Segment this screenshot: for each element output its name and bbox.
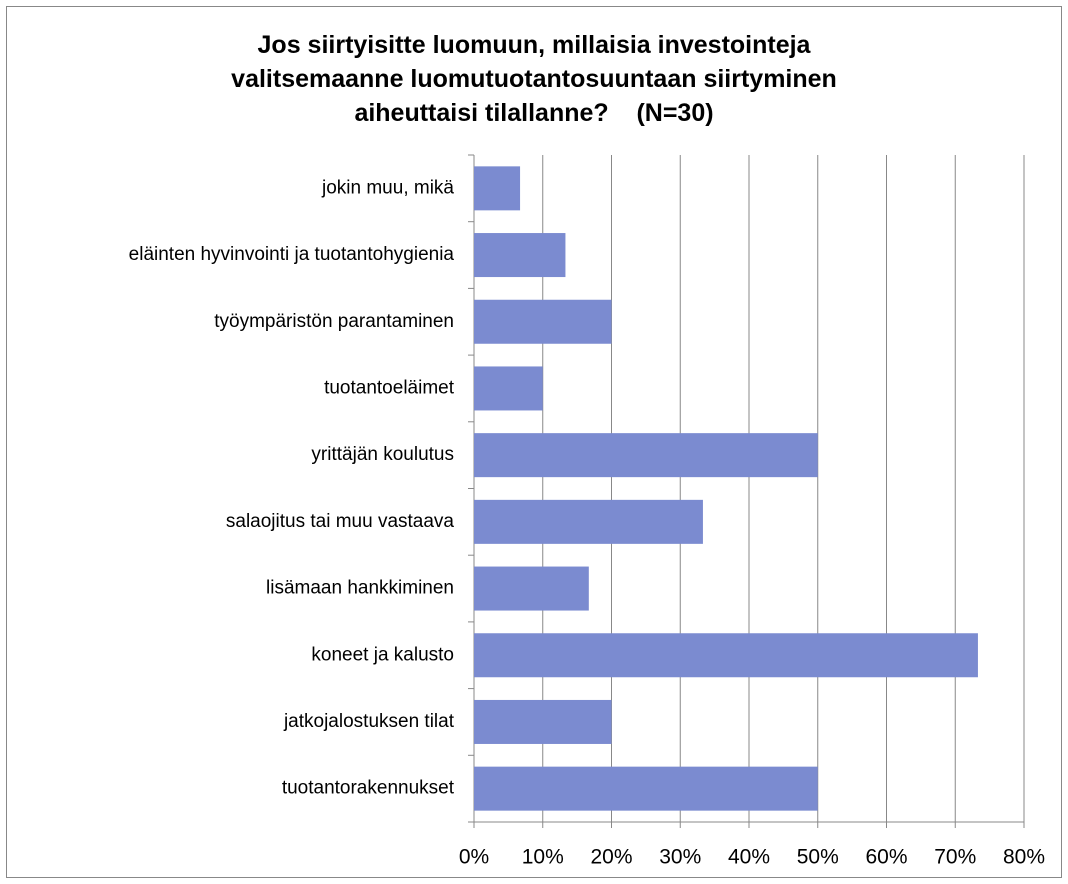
y-tick-label: työympäristön parantaminen — [214, 311, 454, 332]
chart-border — [6, 6, 1062, 878]
y-tick-label: lisämaan hankkiminen — [266, 578, 454, 599]
bar — [474, 366, 543, 411]
x-tick-label: 30% — [659, 846, 701, 869]
y-tick-label: jokin muu, mikä — [321, 177, 454, 198]
x-tick-label: 50% — [797, 846, 839, 869]
bar — [474, 633, 978, 678]
x-tick-label: 40% — [728, 846, 770, 869]
x-tick-label: 0% — [459, 846, 489, 869]
y-tick-label: tuotantorakennukset — [282, 778, 455, 799]
bar — [474, 233, 566, 278]
y-tick-label: koneet ja kalusto — [311, 644, 454, 665]
bar — [474, 499, 703, 544]
y-tick-label: salaojitus tai muu vastaava — [226, 511, 455, 532]
x-tick-label: 60% — [865, 846, 907, 869]
x-tick-label: 20% — [590, 846, 632, 869]
chart-title: Jos siirtyisitte luomuun, millaisia inve… — [231, 31, 837, 127]
x-tick-label: 80% — [1003, 846, 1045, 869]
y-tick-label: jatkojalostuksen tilat — [283, 711, 455, 732]
bar — [474, 166, 521, 211]
bar — [474, 699, 612, 744]
y-tick-label: eläinten hyvinvointi ja tuotantohygienia — [129, 244, 455, 265]
y-tick-label: yrittäjän koulutus — [311, 444, 454, 465]
bar — [474, 299, 612, 344]
bar — [474, 433, 818, 478]
x-tick-label: 70% — [934, 846, 976, 869]
x-tick-label: 10% — [522, 846, 564, 869]
y-tick-label: tuotantoeläimet — [324, 377, 455, 398]
bar — [474, 766, 818, 811]
bar — [474, 566, 589, 611]
